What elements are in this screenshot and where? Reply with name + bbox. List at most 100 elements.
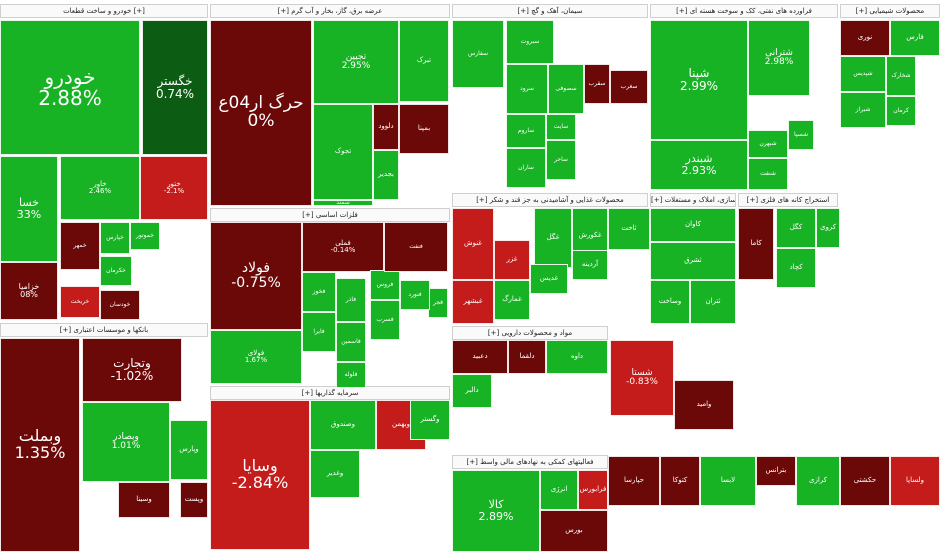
stock-tile-t56[interactable]: غگل: [534, 208, 572, 268]
stock-tile-t98[interactable]: کرازی: [796, 456, 840, 506]
stock-tile-t11[interactable]: خپارس: [100, 222, 130, 254]
sector-header-s3[interactable]: [+] سیمان، آهک و گچ: [452, 4, 648, 18]
stock-tile-t2[interactable]: خگستر 0.74%: [142, 20, 208, 155]
stock-tile-t7[interactable]: خمهر: [60, 222, 100, 270]
stock-tile-t30[interactable]: سغرب: [610, 70, 648, 104]
stock-tile-t19[interactable]: بجدیر: [373, 150, 399, 200]
sector-header-s7[interactable]: [+] محصولات غذایی و آشامیدنی به جز قند و…: [452, 193, 648, 207]
stock-tile-t25[interactable]: سقرب: [584, 64, 610, 104]
stock-tile-t38[interactable]: فارس: [890, 20, 940, 56]
stock-tile-t81[interactable]: داوه: [546, 340, 608, 374]
stock-tile-t37[interactable]: نوری: [840, 20, 890, 56]
stock-tile-t46[interactable]: فاسمین: [336, 322, 366, 362]
sector-header-s10[interactable]: [+] بانکها و موسسات اعتباری: [0, 323, 208, 337]
stock-tile-t39[interactable]: شخارک: [886, 56, 916, 96]
stock-tile-t24[interactable]: سصوفی: [548, 64, 584, 114]
stock-tile-t43[interactable]: فولاد -0.75%: [210, 222, 302, 330]
stock-tile-t84[interactable]: وامید: [674, 380, 734, 430]
stock-tile-t93[interactable]: بورس: [540, 510, 608, 552]
stock-tile-t100[interactable]: ولساپا: [890, 456, 940, 506]
stock-tile-t77[interactable]: وسینا: [118, 482, 170, 518]
stock-tile-t90[interactable]: کالا 2.89%: [452, 470, 540, 552]
sector-header-s5[interactable]: [+] محصولات شیمیایی: [840, 4, 940, 18]
stock-tile-t92[interactable]: فرابورس: [578, 470, 608, 510]
stock-tile-t72[interactable]: کروی: [816, 208, 840, 248]
stock-tile-t12[interactable]: خودسان: [100, 290, 140, 320]
stock-tile-t59[interactable]: غمارگ: [494, 280, 530, 320]
stock-tile-t95[interactable]: کتوکا: [660, 456, 700, 506]
stock-tile-t33[interactable]: شبندر 2.93%: [650, 140, 748, 190]
stock-tile-t4[interactable]: خاور 2.46%: [60, 156, 140, 220]
stock-tile-t42[interactable]: کرمان: [886, 96, 916, 126]
stock-tile-t26[interactable]: ساروم: [506, 114, 546, 148]
stock-tile-t62[interactable]: غنوش: [452, 208, 494, 280]
sector-header-s1[interactable]: خودرو و ساخت قطعات [+]: [0, 4, 208, 18]
sector-header-s11[interactable]: [+] مواد و محصولات دارویی: [452, 326, 608, 340]
stock-tile-t68[interactable]: ثتران: [690, 280, 736, 324]
sector-header-s12[interactable]: [+] سرمایه گذاریها: [210, 386, 450, 400]
stock-tile-t21[interactable]: سفارس: [452, 20, 504, 88]
stock-tile-t31[interactable]: شپنا 2.99%: [650, 20, 748, 140]
stock-tile-t27[interactable]: سایت: [546, 114, 576, 140]
stock-tile-t99[interactable]: حکشتی: [840, 456, 890, 506]
stock-tile-t71[interactable]: کچاد: [776, 248, 816, 288]
stock-tile-t6[interactable]: خزامیا 08%: [0, 262, 58, 320]
stock-tile-t64[interactable]: آردینه: [572, 250, 608, 280]
stock-tile-t35[interactable]: شنفت: [748, 158, 788, 190]
stock-tile-t20[interactable]: سمند: [313, 200, 373, 206]
stock-tile-t9[interactable]: خکرمان: [100, 256, 132, 286]
stock-tile-t74[interactable]: وتجارت -1.02%: [82, 338, 182, 402]
stock-tile-t69[interactable]: کاما: [738, 208, 774, 280]
stock-tile-t16[interactable]: بمپنا: [399, 104, 449, 154]
stock-tile-t85[interactable]: وسایا -2.84%: [210, 400, 310, 550]
stock-tile-t40[interactable]: شپدیس: [840, 56, 886, 92]
stock-tile-t73[interactable]: وبملت 1.35%: [0, 338, 80, 552]
stock-tile-t79[interactable]: دعبید: [452, 340, 508, 374]
stock-tile-t29[interactable]: ساران: [506, 148, 546, 188]
stock-tile-t3[interactable]: خسا 33%: [0, 156, 58, 262]
stock-tile-t36[interactable]: شسپا: [788, 120, 814, 150]
stock-tile-t18[interactable]: دلوود: [373, 104, 399, 150]
stock-tile-t65[interactable]: کاوان: [650, 208, 736, 242]
stock-tile-t50[interactable]: فلوله: [336, 362, 366, 388]
stock-tile-t91[interactable]: انرژی: [540, 470, 578, 510]
stock-tile-t61[interactable]: غدیس: [530, 264, 568, 294]
stock-tile-t22[interactable]: سبروت: [506, 20, 554, 64]
stock-tile-t96[interactable]: لابسا: [700, 456, 756, 506]
stock-tile-t53[interactable]: فروس: [370, 270, 400, 300]
stock-tile-t89[interactable]: وگستر: [410, 400, 450, 440]
stock-tile-t17[interactable]: تجوک: [313, 104, 373, 200]
stock-tile-t28[interactable]: ساحر: [546, 140, 576, 180]
stock-tile-t70[interactable]: کگل: [776, 208, 816, 248]
stock-tile-t48[interactable]: فاذر: [336, 278, 366, 322]
stock-tile-t13[interactable]: حرگ ار04ع 0%: [210, 20, 312, 206]
stock-tile-t80[interactable]: دلقما: [508, 340, 546, 374]
stock-tile-t14[interactable]: تجیین 2.95%: [313, 20, 399, 104]
stock-tile-t32[interactable]: شترانی 2.98%: [748, 20, 810, 96]
stock-tile-t75[interactable]: وبصادر 1.01%: [82, 402, 170, 482]
stock-tile-t5[interactable]: ختور -2.1%: [140, 156, 208, 220]
sector-header-s9[interactable]: [+] استخراج کانه های فلزی: [738, 193, 838, 207]
stock-tile-t63[interactable]: ثاخت: [608, 208, 650, 250]
stock-tile-t78[interactable]: وپست: [180, 482, 208, 518]
stock-tile-t82[interactable]: دالبر: [452, 374, 492, 408]
stock-tile-t60[interactable]: غبشهر: [452, 280, 494, 324]
stock-tile-t1[interactable]: خودرو 2.88%: [0, 20, 140, 155]
stock-tile-t45[interactable]: فخوز: [302, 272, 336, 312]
stock-tile-t41[interactable]: شیراز: [840, 92, 886, 128]
stock-tile-t8[interactable]: خموتور: [130, 222, 160, 250]
stock-tile-t44[interactable]: فملی -0.14%: [302, 222, 384, 272]
stock-tile-t49[interactable]: فسرب: [370, 300, 400, 340]
stock-tile-t88[interactable]: وغدیر: [310, 450, 360, 498]
stock-tile-t47[interactable]: فجر: [428, 288, 448, 318]
sector-header-s4[interactable]: [+] فراورده های نفتی، کک و سوخت هسته ای: [650, 4, 838, 18]
stock-tile-t23[interactable]: سرود: [506, 64, 548, 114]
stock-tile-t86[interactable]: وصندوق: [310, 400, 376, 450]
stock-tile-t54[interactable]: فنفت: [384, 222, 448, 272]
sector-header-s13[interactable]: [+] فعالیتهای کمکی به نهادهای مالی واسط: [452, 455, 608, 469]
sector-header-s8[interactable]: [+] انبوه سازی، املاک و مستغلات: [650, 193, 736, 207]
sector-header-s6[interactable]: [+] فلزات اساسی: [210, 208, 450, 222]
stock-tile-t15[interactable]: تبرک: [399, 20, 449, 102]
stock-tile-t34[interactable]: شبهرن: [748, 130, 788, 158]
sector-header-s2[interactable]: [+] عرضه برق، گاز، بخار و آب گرم: [210, 4, 450, 18]
